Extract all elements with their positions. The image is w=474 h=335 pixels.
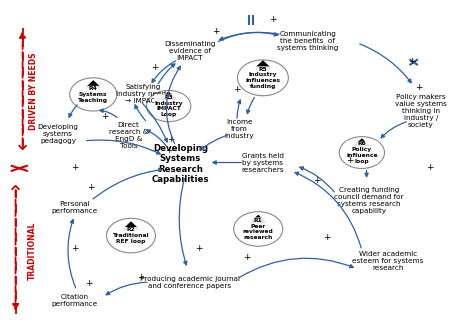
Text: Producing academic journal
and conference papers: Producing academic journal and conferenc… [140, 276, 240, 289]
Text: +: + [346, 156, 354, 165]
Text: +: + [71, 163, 78, 172]
Polygon shape [86, 81, 100, 88]
Text: +: + [71, 245, 78, 253]
Text: +: + [323, 233, 330, 242]
Text: Direct
research &
EngD &
Tools: Direct research & EngD & Tools [109, 122, 148, 149]
Text: Wider academic
esteem for systems
research: Wider academic esteem for systems resear… [352, 251, 423, 271]
Polygon shape [355, 139, 369, 146]
Text: TRADITIONAL: TRADITIONAL [27, 221, 36, 280]
Text: Personal
performance: Personal performance [51, 201, 98, 214]
Text: Developing
Systems
Research
Capabilities: Developing Systems Research Capabilities [152, 144, 209, 184]
Text: Grants held
by systems
researchers: Grants held by systems researchers [242, 152, 284, 173]
Text: Disseminating
evidence of
IMPACT: Disseminating evidence of IMPACT [164, 41, 216, 61]
Text: R6
Policy
influence
loop: R6 Policy influence loop [346, 141, 378, 164]
Text: +: + [233, 85, 241, 94]
Text: R3
Industry
IMPACT
Loop: R3 Industry IMPACT Loop [155, 95, 183, 117]
Text: +: + [165, 146, 173, 155]
Text: DRIVEN BY NEEDS: DRIVEN BY NEEDS [29, 52, 38, 130]
Text: +: + [427, 163, 434, 172]
Text: +: + [85, 279, 92, 288]
Text: +: + [87, 183, 95, 192]
Text: R4
Systems
Teaching: R4 Systems Teaching [78, 86, 108, 103]
Text: +: + [269, 15, 276, 24]
Text: R1
Peer
reviewed
research: R1 Peer reviewed research [243, 218, 273, 240]
Text: Developing
systems
pedagogy: Developing systems pedagogy [37, 124, 78, 144]
Text: R2
Traditional
REF loop: R2 Traditional REF loop [113, 227, 149, 244]
Text: +: + [137, 273, 144, 282]
Text: +: + [408, 57, 415, 66]
Text: +: + [415, 83, 422, 92]
Polygon shape [124, 222, 138, 229]
Polygon shape [256, 61, 270, 68]
Text: Satisfying
Industry needs
→ IMPACT: Satisfying Industry needs → IMPACT [116, 84, 170, 105]
Text: +: + [212, 27, 219, 36]
Text: R5
Industry
influences
funding: R5 Industry influences funding [246, 67, 281, 89]
Text: Communicating
the benefits  of
systems thinking: Communicating the benefits of systems th… [277, 31, 338, 51]
Text: +: + [167, 135, 175, 144]
Text: +: + [101, 112, 109, 121]
Text: Income
from
industry: Income from industry [225, 119, 254, 139]
Text: Creating funding
council demand for
systems research
capability: Creating funding council demand for syst… [334, 187, 404, 214]
Text: Policy makers
value systems
thinking in
industry /
society: Policy makers value systems thinking in … [395, 94, 447, 128]
Polygon shape [162, 93, 176, 99]
Polygon shape [251, 216, 265, 222]
Text: +: + [313, 176, 321, 185]
Text: +: + [196, 245, 203, 253]
Text: +: + [151, 63, 158, 72]
Text: +: + [243, 253, 250, 262]
Text: Citation
performance: Citation performance [51, 294, 98, 307]
